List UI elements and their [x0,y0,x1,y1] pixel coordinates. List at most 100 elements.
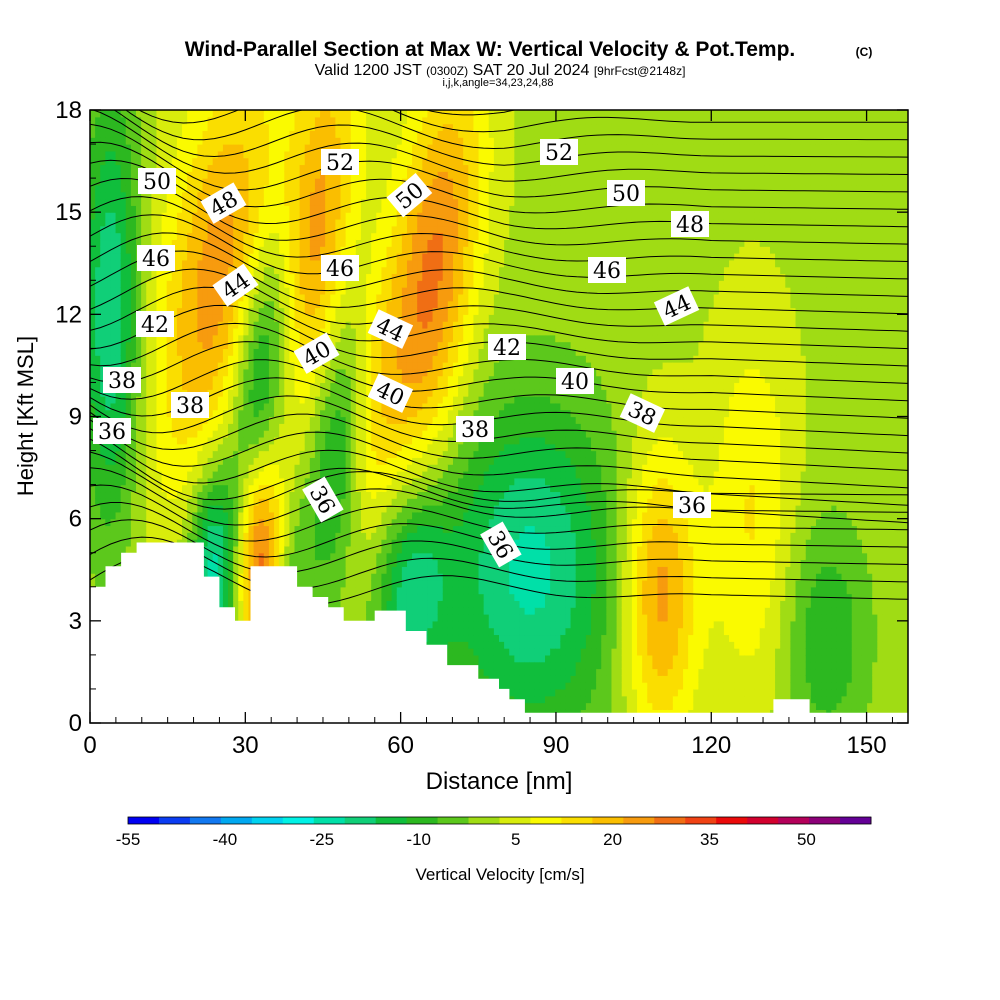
field-cell [299,477,306,486]
field-cell [371,607,377,615]
field-cell [371,593,377,601]
field-cell [279,110,285,118]
field-cell [299,137,306,145]
field-cell [115,457,122,465]
field-cell [115,552,122,561]
field-cell [110,443,117,452]
field-cell [335,280,342,288]
field-cell [141,123,147,132]
field-cell [340,287,347,295]
field-cell [248,382,255,390]
field-cell [212,144,219,152]
field-cell [217,573,224,581]
field-cell [238,246,244,254]
field-cell [161,280,168,288]
field-cell [182,232,188,241]
field-cell [136,450,142,458]
field-cell [360,545,367,554]
field-cell [325,566,331,574]
field-cell [233,246,239,254]
field-cell [355,205,362,213]
field-cell [228,144,234,152]
field-cell [141,225,147,234]
field-cell [330,559,336,567]
field-cell [274,266,280,275]
field-cell [258,198,265,206]
field-cell [320,375,326,384]
field-cell [233,464,239,472]
field-cell [202,443,209,452]
field-cell [350,130,357,138]
field-cell [294,423,301,431]
field-cell [105,539,112,547]
field-cell [207,525,214,533]
field-cell [187,246,193,254]
field-cell [217,259,224,268]
field-cell [294,505,301,513]
field-cell [330,144,336,152]
field-cell [100,198,106,206]
field-cell [243,375,250,384]
field-cell [314,409,321,418]
field-cell [95,123,101,132]
field-cell [202,273,209,281]
field-cell [171,484,178,493]
field-cell [95,334,101,343]
field-cell [130,300,137,309]
field-cell [294,518,301,527]
field-cell [222,470,229,479]
field-cell [166,205,173,213]
field-cell [212,362,219,370]
field-cell [222,423,229,431]
field-cell [125,491,132,499]
field-cell [228,123,234,132]
field-cell [299,430,306,438]
field-cell [238,552,244,561]
forecast-info: [9hrFcst@2148z] [594,64,686,78]
field-cell [289,191,296,200]
field-cell [371,573,377,581]
field-cell [233,505,239,513]
field-cell [345,470,352,479]
field-cell [325,144,331,152]
field-cell [330,532,336,540]
field-cell [274,450,280,458]
field-cell [228,477,234,486]
field-cell [289,477,296,486]
field-cell [350,484,357,493]
field-cell [243,157,250,166]
field-cell [146,232,152,241]
field-cell [340,225,347,234]
field-cell [161,430,168,438]
field-cell [279,402,285,411]
field-cell [294,184,301,193]
field-cell [95,409,101,418]
field-cell [166,511,173,520]
field-cell [320,430,326,438]
field-cell [228,409,234,418]
field-cell [197,116,204,125]
field-cell [95,164,101,172]
field-cell [284,123,290,132]
field-cell [238,518,244,527]
field-cell [187,457,193,465]
field-cell [289,205,296,213]
field-cell [110,123,117,132]
field-cell [217,266,224,275]
field-cell [299,266,306,275]
field-cell [95,259,101,268]
field-cell [279,348,285,356]
field-cell [105,110,112,118]
field-cell [100,307,106,315]
field-cell [238,600,244,608]
field-cell [90,293,96,302]
field-cell [105,511,112,520]
field-cell [228,253,234,261]
field-cell [366,144,372,152]
field-cell [238,505,244,513]
field-cell [156,239,163,247]
field-cell [320,225,326,234]
field-cell [125,327,132,336]
field-cell [125,525,132,533]
field-cell [187,327,193,336]
